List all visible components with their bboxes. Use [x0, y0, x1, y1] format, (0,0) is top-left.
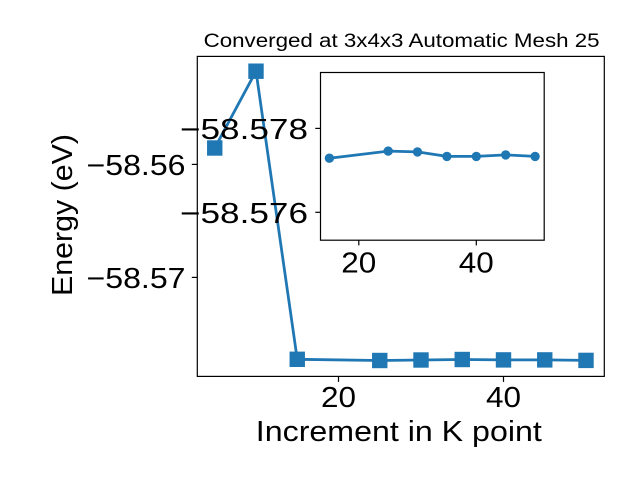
svg-text:−58.576: −58.576 — [180, 198, 308, 230]
svg-text:40: 40 — [486, 382, 521, 414]
svg-text:−58.578: −58.578 — [180, 114, 308, 146]
svg-text:Converged at 3x4x3 Automatic M: Converged at 3x4x3 Automatic Mesh 25 — [204, 31, 600, 52]
svg-text:20: 20 — [341, 247, 376, 279]
svg-text:40: 40 — [459, 247, 494, 279]
svg-text:20: 20 — [321, 382, 356, 414]
svg-text:Increment in K point: Increment in K point — [256, 416, 542, 448]
svg-text:Energy (eV): Energy (eV) — [47, 134, 79, 296]
svg-text:−58.56: −58.56 — [87, 150, 186, 182]
svg-text:−58.57: −58.57 — [87, 263, 186, 295]
